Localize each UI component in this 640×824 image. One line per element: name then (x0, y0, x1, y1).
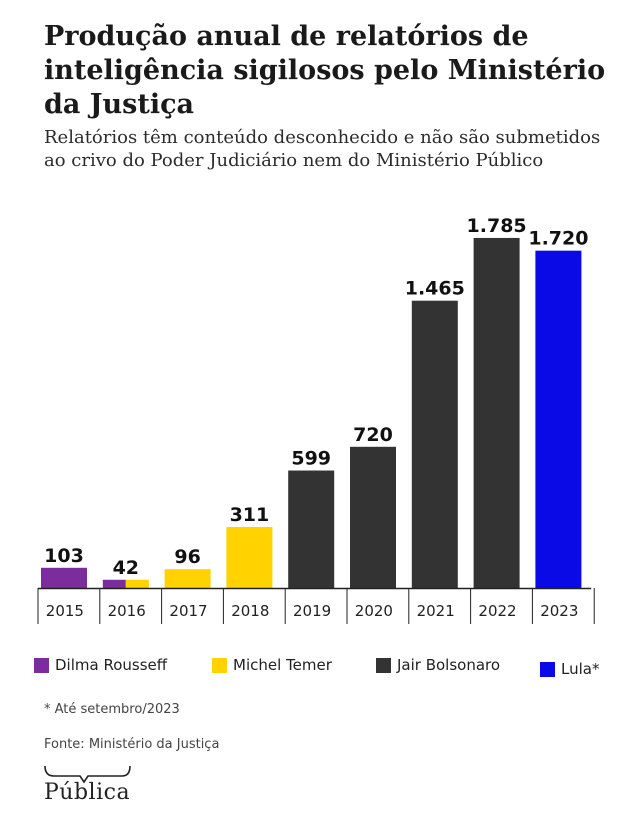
tick-label-2015: 2015 (46, 602, 84, 620)
tick-label-2022: 2022 (478, 602, 516, 620)
tick-label-2018: 2018 (231, 602, 269, 620)
bar-2015 (41, 567, 87, 588)
bar-2019 (288, 470, 335, 588)
legend-label: Dilma Rousseff (55, 656, 168, 674)
bar-2016-part-2 (125, 579, 149, 588)
value-label-2015: 103 (44, 545, 84, 567)
publica-logo: Pública (44, 764, 134, 808)
value-label-2022: 1.785 (467, 215, 527, 237)
legend-item-lula: Lula* (540, 658, 599, 680)
bar-2022 (473, 237, 520, 589)
legend-swatch (540, 661, 555, 677)
legend-item-temer: Michel Temer (212, 654, 332, 676)
footnote: * Até setembro/2023 (44, 702, 180, 717)
value-label-2021: 1.465 (405, 278, 465, 300)
logo-text: Pública (44, 780, 131, 805)
value-label-2018: 311 (230, 504, 270, 526)
tick-label-2017: 2017 (169, 602, 207, 620)
legend-label: Michel Temer (233, 656, 332, 674)
value-label-2019: 599 (291, 448, 331, 470)
x-axis: 2015 2016 2017 2018 2019 2020 2021 2022 2023 (37, 587, 595, 624)
legend-swatch (376, 657, 391, 673)
tick-label-2023: 2023 (540, 602, 578, 620)
tick-label-2021: 2021 (417, 602, 455, 620)
bar-2016-part-1 (102, 579, 126, 588)
speech-bubble-icon (44, 765, 131, 784)
value-label-2016: 42 (113, 557, 139, 579)
source-note: Fonte: Ministério da Justiça (44, 737, 220, 752)
legend-swatch (34, 657, 49, 673)
legend-label: Jair Bolsonaro (397, 656, 501, 674)
legend-item-dilma: Dilma Rousseff (34, 654, 167, 676)
bar-2017 (164, 569, 211, 588)
chart-subtitle: Relatórios têm conteúdo desconhecido e n… (44, 127, 601, 171)
chart-title: Produção anual de relatórios de inteligê… (44, 21, 606, 120)
legend-item-bolsonaro: Jair Bolsonaro (376, 654, 500, 676)
tick-label-2020: 2020 (355, 602, 393, 620)
value-label-2023: 1.720 (528, 228, 588, 250)
tick-label-2019: 2019 (293, 602, 331, 620)
legend-swatch (212, 657, 227, 673)
bar-2018 (226, 527, 273, 588)
bar-2023 (535, 250, 582, 588)
value-label-2017: 96 (174, 546, 200, 568)
bar-2021 (411, 300, 458, 588)
legend-label: Lula* (561, 660, 600, 678)
bar-2020 (350, 446, 396, 588)
value-label-2020: 720 (353, 424, 393, 446)
tick-label-2016: 2016 (108, 602, 146, 620)
